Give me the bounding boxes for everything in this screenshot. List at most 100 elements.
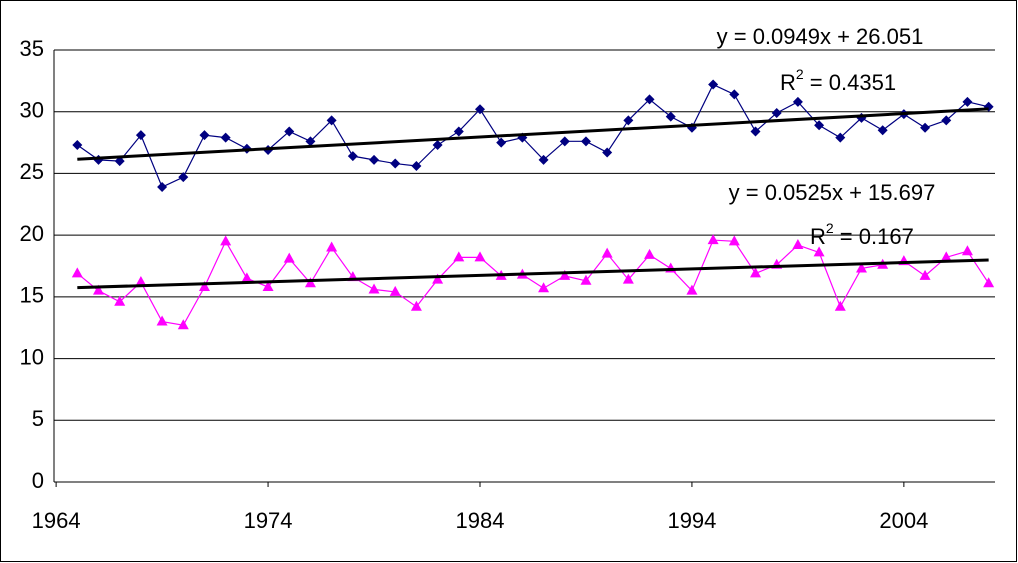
point <box>855 262 867 273</box>
trendline <box>77 107 989 161</box>
point <box>729 89 740 100</box>
trend-equation: y = 0.0525x + 15.697 <box>729 180 936 205</box>
point <box>72 140 83 151</box>
y-tick-label: 0 <box>32 468 44 493</box>
trend-r2: R2 = 0.4351 <box>780 66 896 95</box>
trend-r2: R2 = 0.167 <box>810 220 914 249</box>
point <box>580 136 591 147</box>
r2-base: R <box>810 224 826 249</box>
point <box>559 269 571 280</box>
y-tick-label: 5 <box>32 406 44 431</box>
point <box>940 251 952 262</box>
point <box>728 235 740 246</box>
point <box>411 161 422 172</box>
r2-base: R <box>780 70 796 95</box>
point <box>198 280 210 291</box>
point <box>368 283 380 294</box>
point <box>177 319 189 330</box>
point <box>135 276 147 287</box>
point <box>622 273 634 284</box>
r2-rest: = 0.4351 <box>804 70 896 95</box>
point <box>71 267 83 278</box>
point <box>369 154 380 165</box>
x-tick-label: 2004 <box>879 508 928 533</box>
trendline <box>77 258 989 290</box>
point <box>708 79 719 90</box>
point <box>474 251 486 262</box>
point <box>623 115 634 126</box>
point <box>961 245 973 256</box>
point <box>114 295 126 306</box>
x-tick-label: 1984 <box>456 508 505 533</box>
point <box>135 130 146 141</box>
point <box>453 251 465 262</box>
point <box>877 125 888 136</box>
point <box>601 247 613 258</box>
point <box>220 235 232 246</box>
point <box>962 96 973 107</box>
point <box>347 151 358 162</box>
point <box>920 122 931 133</box>
r2-sup: 2 <box>826 220 834 236</box>
x-tick-label: 1964 <box>32 508 81 533</box>
point <box>389 285 401 296</box>
point <box>326 241 338 252</box>
r2-sup: 2 <box>796 66 804 82</box>
point <box>941 115 952 126</box>
point <box>686 284 698 295</box>
point <box>432 140 443 151</box>
point <box>283 252 295 263</box>
point <box>559 136 570 147</box>
point <box>410 300 422 311</box>
point <box>792 96 803 107</box>
series-line <box>76 239 990 326</box>
point <box>835 132 846 143</box>
series-line <box>76 83 989 188</box>
y-tick-label: 30 <box>20 98 44 123</box>
point <box>792 239 804 250</box>
point <box>432 273 444 284</box>
point <box>771 107 782 118</box>
y-tick-label: 25 <box>20 159 44 184</box>
point <box>474 104 485 115</box>
point <box>834 300 846 311</box>
point <box>284 126 295 137</box>
point <box>496 137 507 148</box>
point <box>304 277 316 288</box>
point <box>919 269 931 280</box>
point <box>813 246 825 257</box>
point <box>665 111 676 122</box>
point <box>814 120 825 131</box>
point <box>983 277 995 288</box>
point <box>707 234 719 245</box>
point <box>199 130 210 141</box>
point <box>262 280 274 291</box>
point <box>241 272 253 283</box>
y-tick-label: 15 <box>20 283 44 308</box>
point <box>580 274 592 285</box>
y-tick-label: 20 <box>20 221 44 246</box>
point <box>220 132 231 143</box>
point <box>602 147 613 158</box>
point <box>305 136 316 147</box>
x-tick-label: 1974 <box>244 508 293 533</box>
point <box>390 158 401 169</box>
point <box>178 172 189 183</box>
point <box>750 126 761 137</box>
y-tick-label: 35 <box>20 36 44 61</box>
point <box>157 182 168 193</box>
point <box>156 315 168 326</box>
point <box>750 267 762 278</box>
point <box>538 154 549 165</box>
point <box>114 156 125 167</box>
point <box>644 94 655 105</box>
y-tick-label: 10 <box>20 344 44 369</box>
point <box>453 126 464 137</box>
point <box>538 282 550 293</box>
point <box>644 248 656 259</box>
point <box>93 284 105 295</box>
x-tick-label: 1994 <box>667 508 716 533</box>
